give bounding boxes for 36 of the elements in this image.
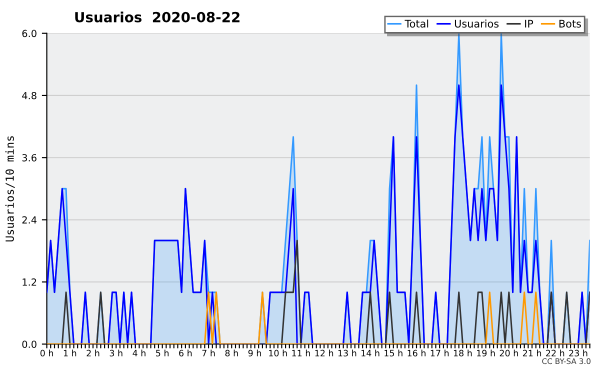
x-tick-label: 13 h [338, 350, 356, 356]
x-tick-label: 1 h [64, 350, 76, 356]
x-tick-label: 21 h [522, 350, 542, 356]
x-tick-label: 19 h [477, 350, 495, 356]
x-tick-label: 2 h [86, 350, 100, 356]
x-tick-label: 15 h [384, 350, 402, 356]
x-tick-label: 9 h [248, 350, 261, 356]
x-tick-label: 14 h [362, 350, 380, 356]
y-tick-label: 0.0 [22, 340, 36, 348]
x-tick-label: 0 h [40, 350, 54, 356]
chart-title: Usuarios 2020-08-22 [75, 12, 240, 22]
y-axis-title: Usuarios/10 mins [5, 136, 15, 242]
x-tick-label: 6 h [179, 350, 192, 356]
x-tick-label: 12 h [315, 350, 334, 356]
legend-label: Usuarios [454, 20, 499, 28]
x-tick-label: 22 h [546, 350, 564, 356]
y-tick-label: 4.8 [22, 92, 36, 100]
y-tick-label: 6.0 [22, 30, 36, 38]
x-tick-label: 23 h [569, 350, 588, 356]
y-tick-label: 2.4 [22, 216, 37, 224]
legend-label: IP [525, 20, 534, 28]
x-tick-label: 8 h [225, 350, 238, 356]
x-tick-label: 16 h [408, 350, 426, 356]
x-tick-label: 11 h [292, 350, 310, 356]
legend-label: Total [404, 20, 428, 28]
x-tick-label: 4 h [132, 350, 146, 356]
y-tick-label: 3.6 [22, 154, 36, 162]
x-tick-label: 10 h [269, 350, 287, 356]
x-tick-label: 5 h [156, 350, 169, 356]
x-tick-label: 18 h [454, 350, 472, 356]
y-tick-label: 1.2 [22, 278, 36, 286]
x-tick-label: 7 h [202, 350, 215, 356]
x-tick-label: 20 h [500, 350, 518, 356]
x-tick-label: 17 h [430, 350, 449, 356]
legend-label: Bots [559, 20, 581, 28]
x-tick-label: 3 h [110, 350, 122, 356]
